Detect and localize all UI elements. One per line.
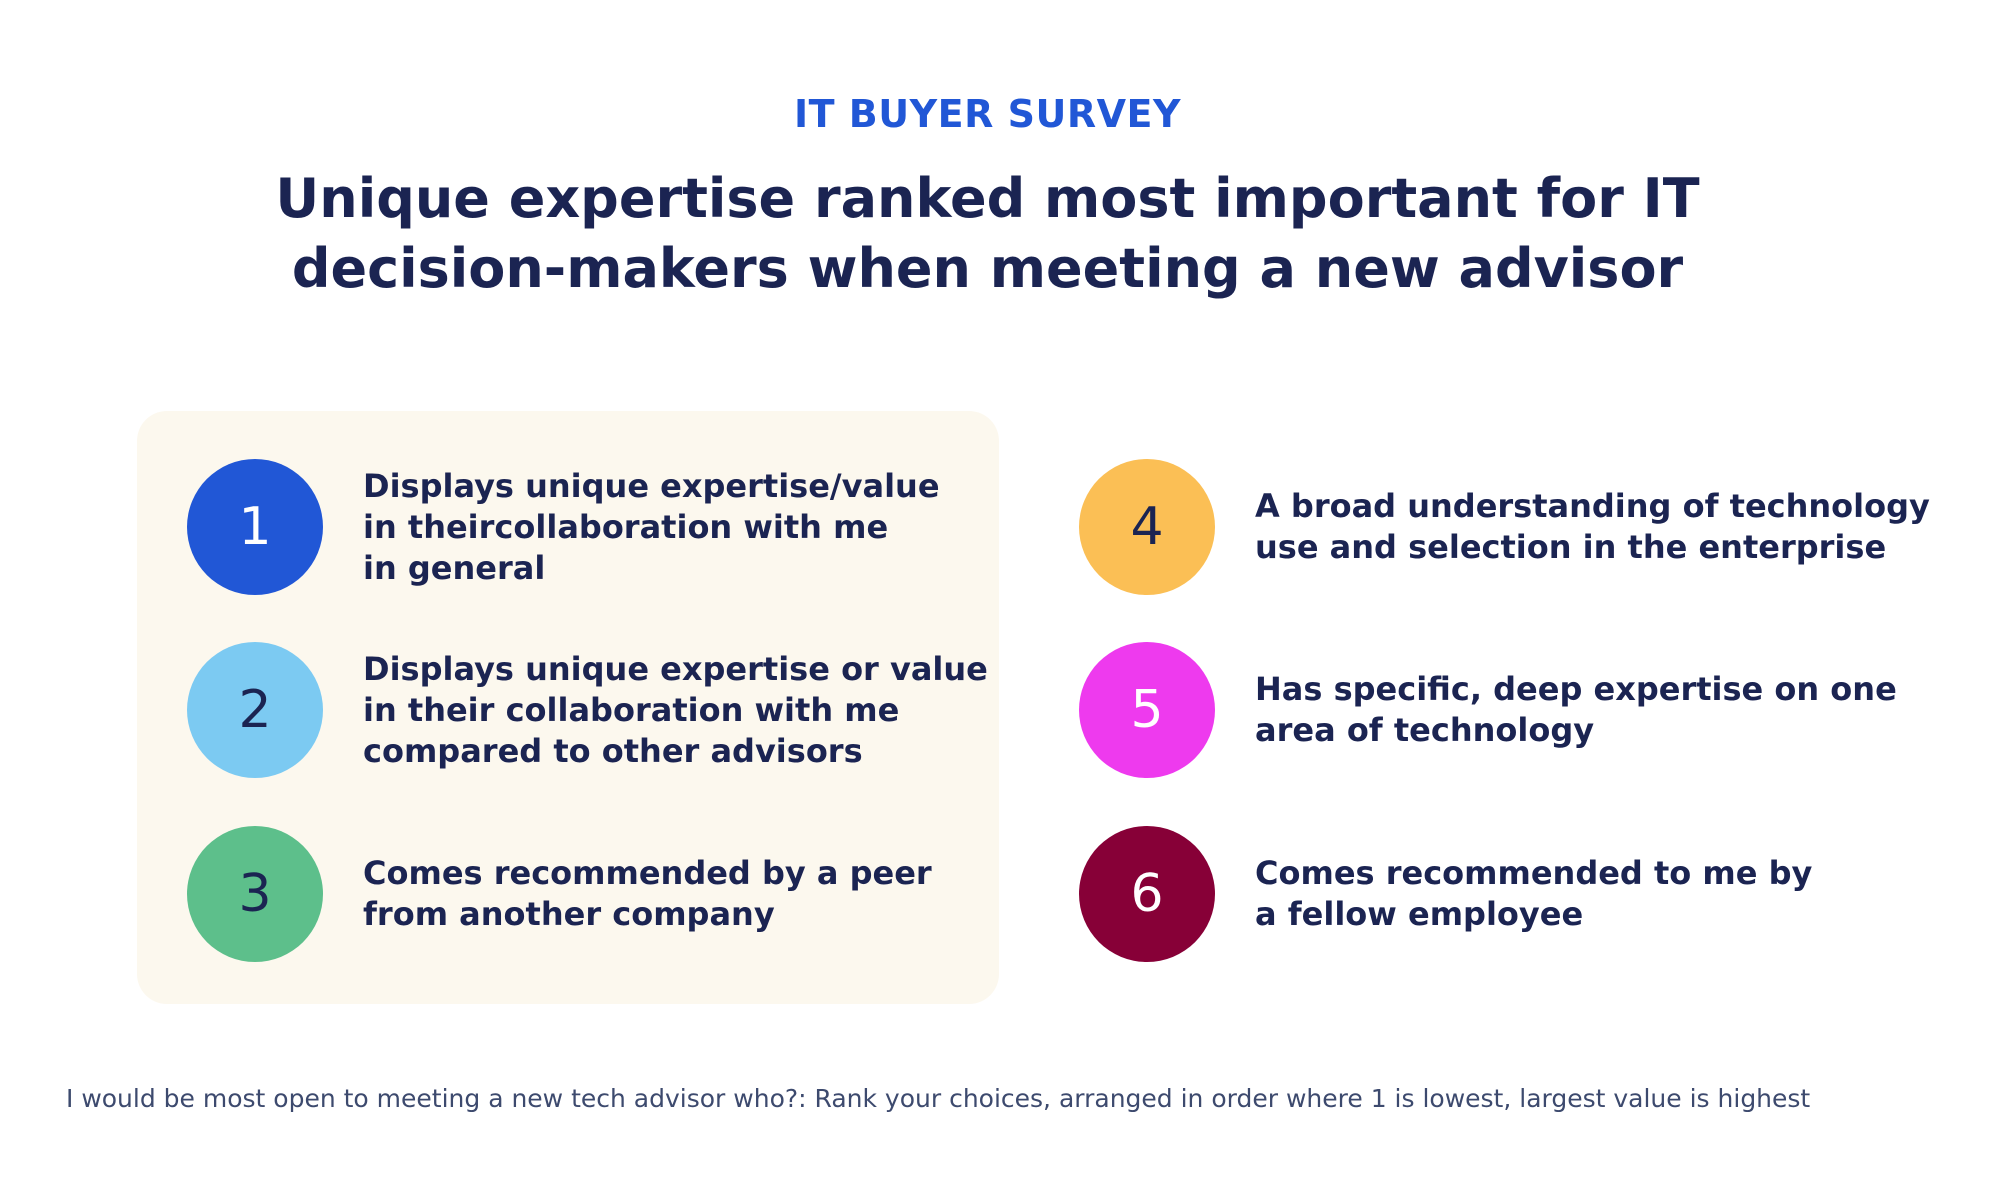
headline: Unique expertise ranked most important f… [0,164,1975,304]
rank-badge-2: 2 [187,642,323,778]
rank-label-6: Comes recommended to me by a fellow empl… [1255,854,1813,933]
survey-question-footnote: I would be most open to meeting a new te… [66,1084,1811,1113]
rank-badge-6: 6 [1079,826,1215,962]
rank-label-5: Has specific, deep expertise on one area… [1255,670,1897,749]
rank-item-5: 5 Has specific, deep expertise on one ar… [1079,642,1897,778]
rank-badge-3: 3 [187,826,323,962]
headline-text: Unique expertise ranked most important f… [275,167,1700,300]
rank-label-1: Displays unique expertise/value in their… [363,466,940,587]
survey-kicker: IT BUYER SURVEY [794,92,1181,136]
rank-badge-5: 5 [1079,642,1215,778]
rank-label-3: Comes recommended by a peer from another… [363,854,932,933]
rank-item-2: 2 Displays unique expertise or value in … [187,642,988,778]
rank-label-2: Displays unique expertise or value in th… [363,649,988,770]
rank-item-3: 3 Comes recommended by a peer from anoth… [187,826,932,962]
rank-label-4: A broad understanding of technology use … [1255,487,1930,566]
rank-badge-1: 1 [187,459,323,595]
rank-item-1: 1 Displays unique expertise/value in the… [187,459,940,595]
rank-item-4: 4 A broad understanding of technology us… [1079,459,1930,595]
rank-badge-4: 4 [1079,459,1215,595]
rank-item-6: 6 Comes recommended to me by a fellow em… [1079,826,1812,962]
